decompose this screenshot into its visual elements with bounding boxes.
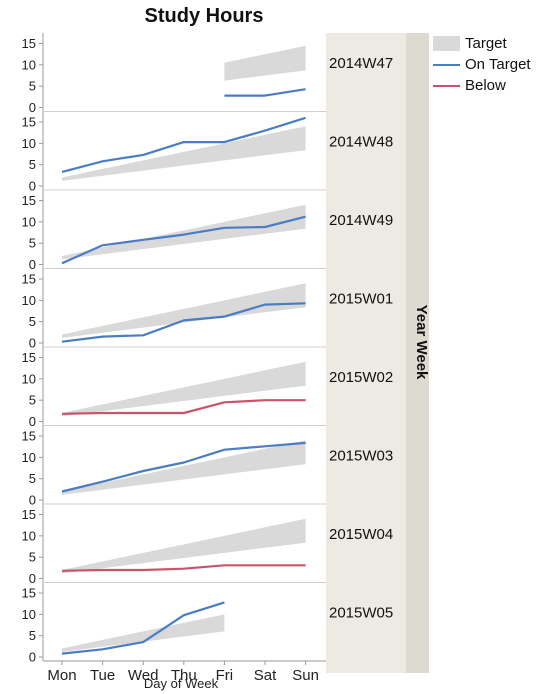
facet-panel: 0 5 10 15 2015W04 (22, 503, 393, 586)
y-tick-label: 10 (22, 450, 36, 465)
legend: Target On Target Below (433, 33, 531, 96)
facet-panel: 0 5 10 15 2015W03 (22, 425, 393, 508)
target-band (62, 518, 306, 574)
on-target-line (61, 441, 306, 493)
y-tick-label: 15 (22, 272, 36, 287)
y-tick-label: 5 (29, 628, 36, 643)
target-band (62, 283, 306, 338)
below-line (61, 564, 306, 572)
y-tick-label: 5 (29, 314, 36, 329)
legend-item-on-target: On Target (433, 54, 531, 75)
on-target-line (224, 88, 306, 97)
panels-layer: 0510152014W470510152014W480510152014W490… (22, 33, 393, 665)
x-tick-label: Mon (47, 667, 76, 684)
x-axis: Mon Tue Wed Thu Fri Sat Sun (43, 660, 326, 684)
on-target-line (61, 601, 225, 655)
legend-label-target: Target (465, 35, 507, 52)
y-tick-label: 0 (29, 650, 36, 665)
facet-axis-title: Year Week (413, 305, 430, 380)
y-tick-label: 0 (29, 336, 36, 351)
y-tick-label: 5 (29, 550, 36, 565)
y-tick-label: 10 (22, 371, 36, 386)
facet-label: 2015W03 (329, 448, 393, 465)
y-tick-label: 10 (22, 57, 36, 72)
y-tick-label: 0 (29, 100, 36, 115)
facet-panel: 0 5 10 15 2014W48 (22, 111, 393, 194)
on-target-line (61, 302, 306, 343)
y-tick-label: 10 (22, 528, 36, 543)
y-tick-label: 0 (29, 414, 36, 429)
legend-item-below: Below (433, 75, 531, 96)
y-tick-label: 0 (29, 571, 36, 586)
x-axis-title: Day of Week (144, 676, 219, 691)
target-band (62, 126, 306, 181)
y-tick-label: 15 (22, 586, 36, 601)
y-tick-label: 10 (22, 214, 36, 229)
facet-label: 2014W47 (329, 55, 393, 72)
facet-axis-strip (406, 33, 429, 673)
y-tick-label: 15 (22, 36, 36, 51)
target-band (224, 45, 306, 81)
y-tick-label: 0 (29, 493, 36, 508)
y-tick-label: 5 (29, 79, 36, 94)
x-tick-label: Sat (254, 667, 277, 684)
y-tick-label: 15 (22, 193, 36, 208)
chart-title: Study Hours (145, 5, 264, 27)
facet-label: 2015W01 (329, 291, 393, 308)
target-band (62, 361, 306, 417)
facet-panel: 0 5 10 15 2015W02 (22, 346, 393, 429)
y-tick-label: 5 (29, 236, 36, 251)
y-tick-label: 15 (22, 115, 36, 130)
on-target-line (61, 116, 306, 173)
facet-panel: 0 5 10 15 2015W05 (22, 582, 393, 665)
y-tick-label: 5 (29, 471, 36, 486)
below-line (61, 399, 306, 415)
x-tick-label: Tue (90, 667, 115, 684)
facet-panel: 0 5 10 15 2014W47 (22, 33, 393, 115)
legend-item-target: Target (433, 33, 531, 54)
y-tick-label: 15 (22, 350, 36, 365)
y-tick-label: 5 (29, 393, 36, 408)
legend-label-on-target: On Target (465, 56, 531, 73)
facet-panel: 0 5 10 15 2014W49 (22, 189, 393, 272)
x-tick-label: Fri (216, 667, 234, 684)
facet-label: 2014W49 (329, 212, 393, 229)
y-tick-label: 10 (22, 607, 36, 622)
y-tick-label: 0 (29, 257, 36, 272)
y-tick-label: 15 (22, 429, 36, 444)
legend-label-below: Below (465, 77, 506, 94)
facet-label: 2014W48 (329, 134, 393, 151)
target-band-swatch (433, 36, 460, 51)
y-tick-label: 10 (22, 293, 36, 308)
target-band (62, 204, 306, 260)
y-tick-label: 10 (22, 136, 36, 151)
x-tick-label: Thu (171, 667, 197, 684)
x-tick-label: Sun (292, 667, 319, 684)
y-tick-label: 0 (29, 179, 36, 194)
facet-label: 2015W04 (329, 526, 393, 543)
facet-label: 2015W05 (329, 605, 393, 622)
y-tick-label: 5 (29, 157, 36, 172)
x-tick-label: Wed (128, 667, 159, 684)
on-target-line-swatch (433, 63, 460, 66)
y-tick-label: 15 (22, 507, 36, 522)
facet-label: 2015W02 (329, 369, 393, 386)
below-line-swatch (433, 84, 460, 87)
target-band (62, 440, 306, 495)
on-target-line (61, 215, 306, 265)
facet-panel: 0 5 10 15 2015W01 (22, 268, 393, 351)
target-band (62, 614, 225, 652)
